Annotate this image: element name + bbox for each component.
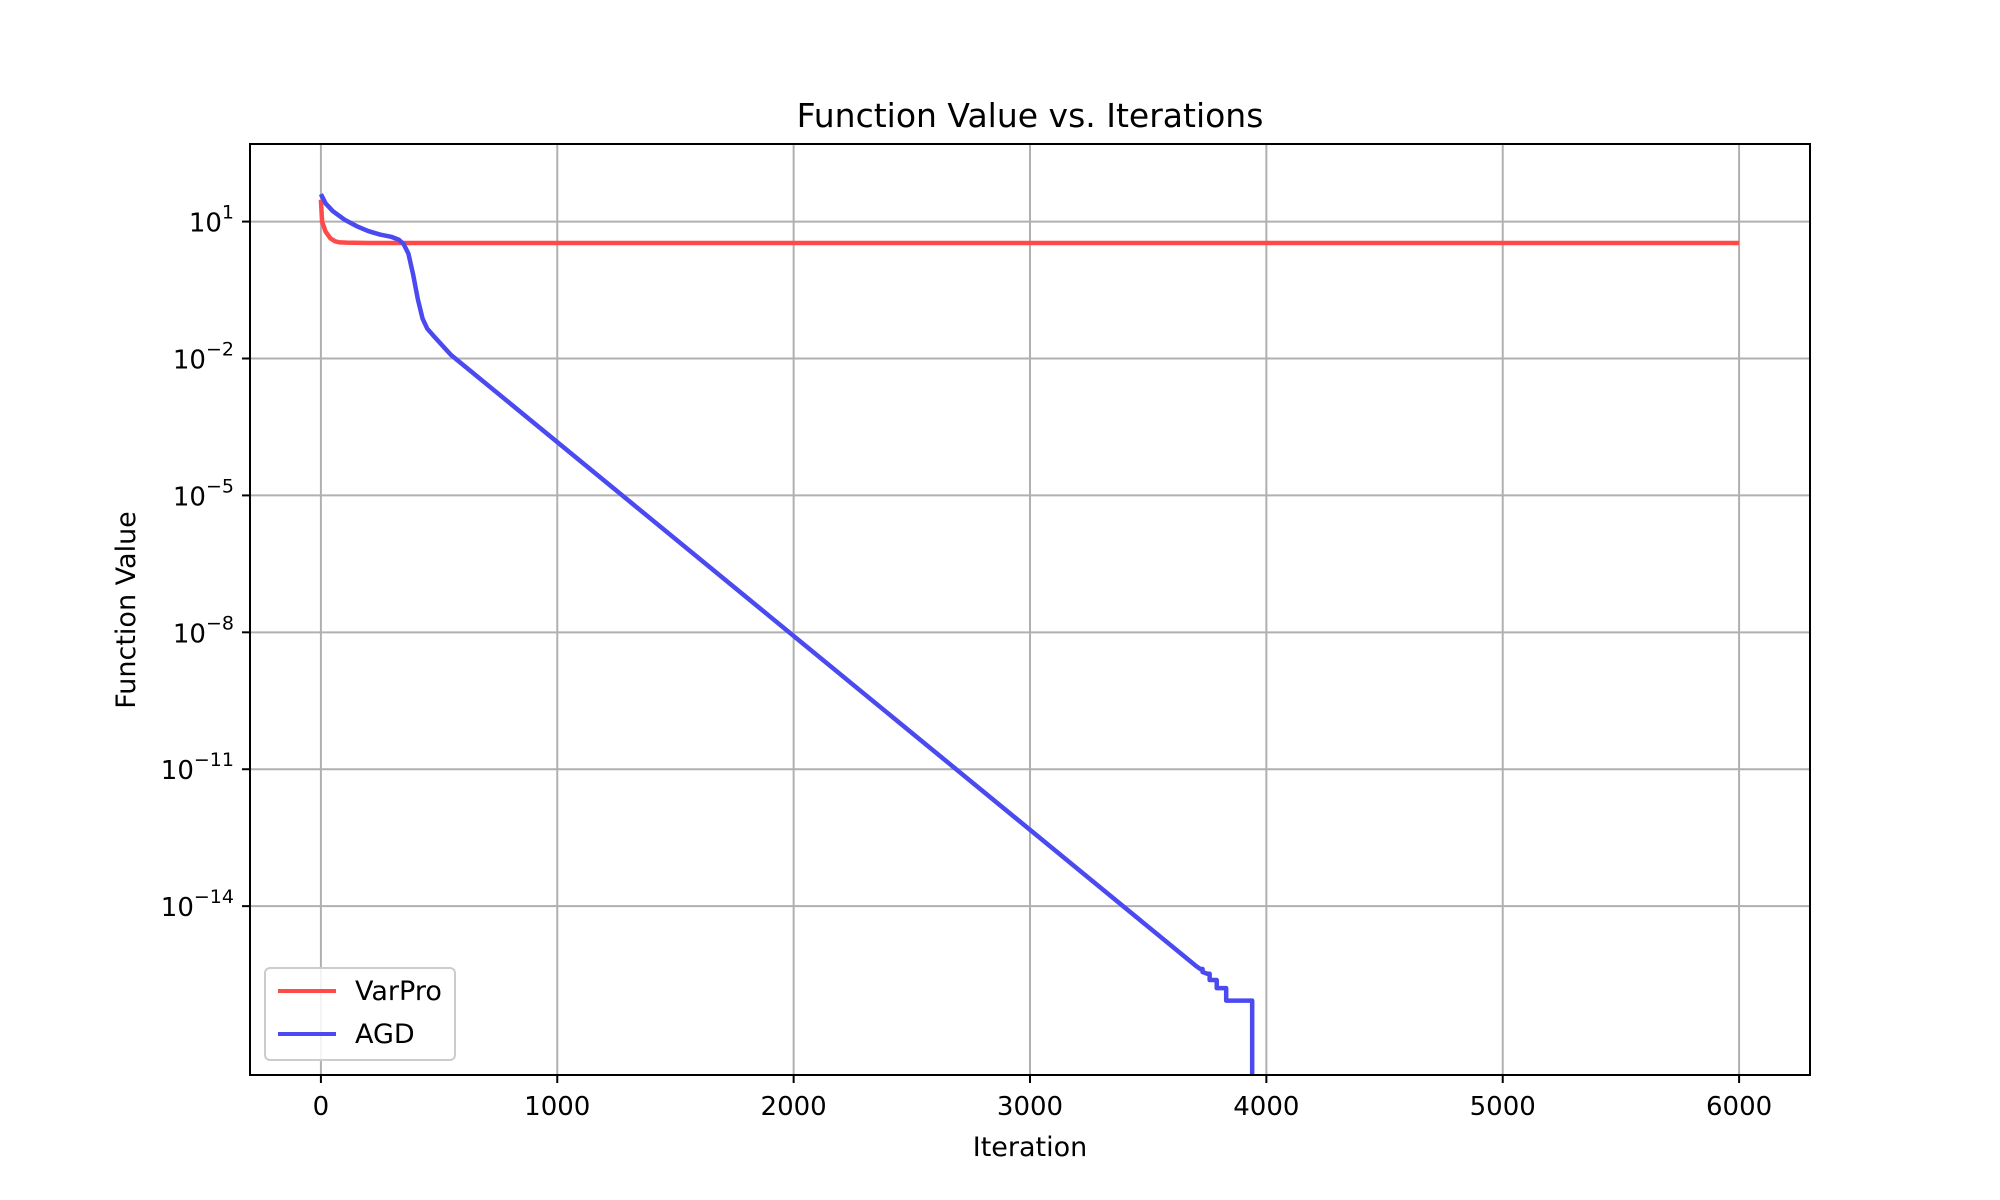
x-tick-label: 3000 [997,1092,1063,1122]
series-line-varpro [318,199,1740,246]
x-tick-label: 4000 [1233,1092,1299,1122]
x-tick-label: 6000 [1706,1092,1772,1122]
x-tick-label: 5000 [1470,1092,1536,1122]
x-tick-label: 2000 [761,1092,827,1122]
x-tick-label: 0 [313,1092,330,1122]
series-layer [318,193,1740,1075]
chart-title: Function Value vs. Iterations [797,96,1264,135]
y-tick-label: 10−5 [173,475,234,512]
series-line-agd [318,193,1255,1075]
x-tick-label: 1000 [524,1092,590,1122]
y-tick-label: 10−14 [161,886,234,923]
legend: VarPro AGD [264,967,456,1061]
y-tick-label: 10−2 [173,338,234,375]
legend-label-varpro: VarPro [355,976,442,1007]
y-tick-label: 10−11 [161,749,234,786]
y-tick-label: 101 [189,202,234,239]
y-tick-label: 10−8 [173,612,234,649]
axis-ticks: 0 1000 2000 3000 4000 5000 6000 101 10−2 10−5 10−8… [161,202,1772,1122]
y-axis-label: Function Value [111,511,142,709]
grid [250,144,1810,1075]
legend-label-agd: AGD [355,1019,415,1050]
x-axis-label: Iteration [973,1132,1088,1163]
